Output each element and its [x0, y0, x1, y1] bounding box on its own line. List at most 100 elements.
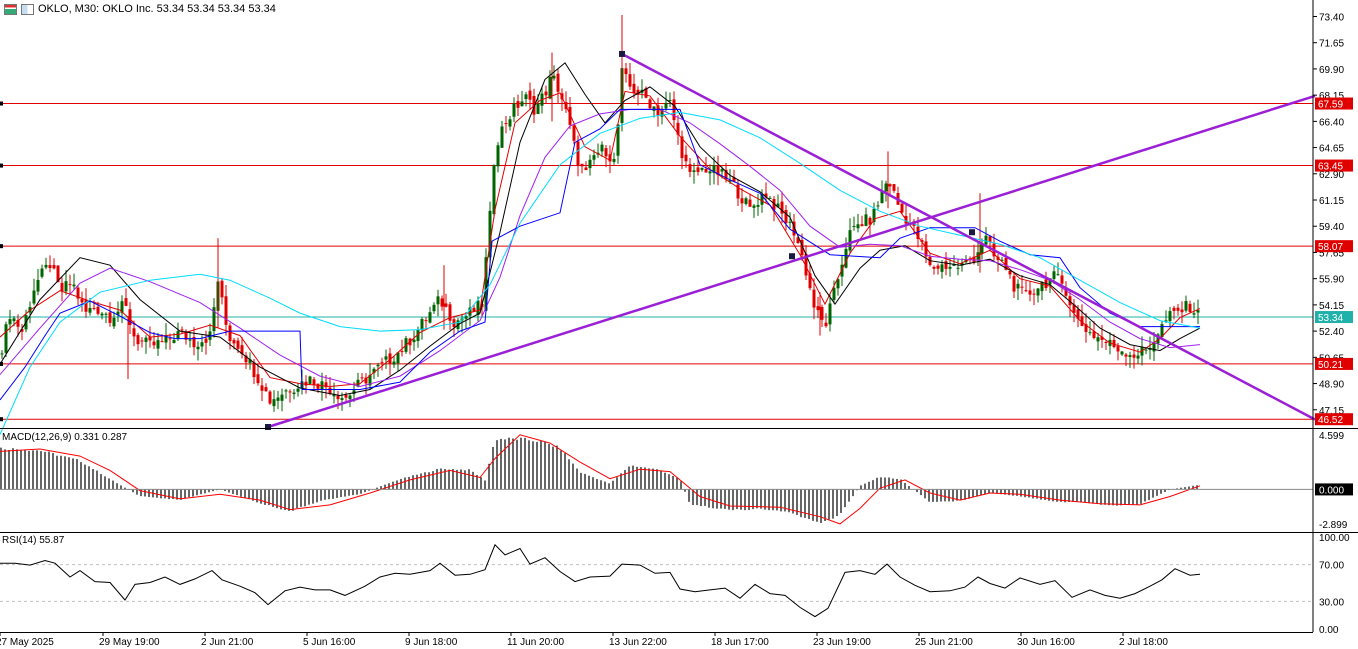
candle-body [316, 383, 320, 389]
candle-body [836, 279, 840, 289]
price-tick-label: 55.90 [1319, 275, 1344, 286]
time-tick-label: 25 Jun 21:00 [915, 637, 973, 648]
chart-type-icon[interactable] [4, 3, 17, 15]
candle-body [92, 307, 96, 309]
candle-body [1016, 283, 1020, 289]
rsi-pane[interactable] [0, 543, 1313, 618]
rsi-axis-label: 70.00 [1319, 561, 1344, 572]
candle-body [624, 68, 628, 75]
candle-body [740, 198, 744, 204]
window-icon[interactable] [21, 3, 34, 15]
candle-body [424, 320, 428, 322]
candle-body [48, 265, 52, 269]
candle-body [980, 244, 984, 254]
candle-body [44, 264, 48, 268]
level-price-label: 63.45 [1318, 162, 1343, 173]
candle-body [1168, 311, 1172, 321]
candle-body [312, 379, 316, 386]
time-tick-label: 5 Jun 16:00 [303, 637, 356, 648]
candle-body [132, 328, 136, 337]
candle-body [924, 241, 928, 257]
price-tick-label: 68.15 [1319, 91, 1344, 102]
candle-body [948, 266, 952, 269]
candle-body [852, 225, 856, 227]
candle-body [760, 193, 764, 205]
candle-body [1136, 355, 1140, 359]
candle-body [856, 224, 860, 229]
time-tick-label: 2 Jun 21:00 [201, 637, 254, 648]
candle-body [1020, 286, 1024, 288]
overlay-kijun_blue [0, 108, 1200, 401]
level-price-label: 67.59 [1318, 100, 1343, 111]
candle-body [508, 119, 512, 127]
candle-body [156, 340, 160, 349]
chart-frame [0, 0, 1358, 633]
candle-body [192, 337, 196, 348]
candle-body [772, 199, 776, 210]
candle-body [536, 103, 540, 114]
candle-body [1024, 290, 1028, 292]
candle-body [736, 184, 740, 199]
candle-body [652, 106, 656, 111]
candle-body [648, 99, 652, 109]
candle-body [224, 296, 228, 325]
candle-body [1080, 316, 1084, 326]
price-tick-label: 57.65 [1319, 248, 1344, 259]
candle-body [1128, 355, 1132, 358]
candle-body [1040, 282, 1044, 292]
trendline-anchor [619, 50, 625, 57]
candle-body [812, 289, 816, 308]
candle-body [32, 290, 36, 304]
macd-axis-label: -2.899 [1319, 520, 1348, 531]
level-price-tag [1315, 240, 1353, 253]
candle-body [248, 359, 252, 363]
price-tick-label: 69.90 [1319, 65, 1344, 76]
trendline-anchor [969, 229, 975, 236]
candle-body [428, 312, 432, 323]
candle-body [864, 214, 868, 226]
candle-body [84, 299, 88, 312]
candle-body [1032, 293, 1036, 295]
price-pane[interactable] [0, 14, 1316, 435]
candle-body [788, 221, 792, 223]
candle-body [548, 76, 552, 99]
candle-body [600, 144, 604, 152]
candle-body [356, 379, 360, 387]
candle-body [328, 387, 332, 394]
candle-body [1100, 336, 1104, 340]
candle-body [552, 75, 556, 79]
candle-body [440, 298, 444, 307]
candle-body [292, 392, 296, 394]
candle-body [900, 203, 904, 213]
candle-body [64, 281, 68, 292]
candle-body [1172, 307, 1176, 311]
candle-body [696, 167, 700, 173]
candle-body [468, 307, 472, 316]
candle-body [240, 345, 244, 355]
candle-body [168, 338, 172, 340]
price-tick-label: 48.90 [1319, 380, 1344, 391]
price-axis: 73.40 71.65 69.90 68.15 66.40 64.65 62.90 61.15… [1313, 12, 1353, 636]
candle-body [1120, 351, 1124, 355]
candle-body [604, 148, 608, 157]
level-price-tag [1315, 413, 1353, 426]
candle-body [1152, 342, 1156, 352]
level-price-tag [1315, 159, 1353, 172]
candle-body [936, 265, 940, 269]
candle-body [360, 377, 364, 379]
candle-body [1160, 324, 1164, 338]
candle-body [1176, 307, 1180, 311]
price-tick-label: 73.40 [1319, 12, 1344, 23]
candle-body [136, 335, 140, 345]
candle-body [180, 329, 184, 331]
candle-body [668, 100, 672, 102]
macd-pane[interactable] [0, 434, 1313, 525]
candle-body [1000, 259, 1004, 261]
candle-body [988, 236, 992, 243]
time-tick-label: 30 Jun 16:00 [1017, 637, 1075, 648]
candle-body [160, 341, 164, 343]
candle-body [140, 340, 144, 342]
candle-body [956, 267, 960, 269]
candle-body [256, 374, 260, 384]
